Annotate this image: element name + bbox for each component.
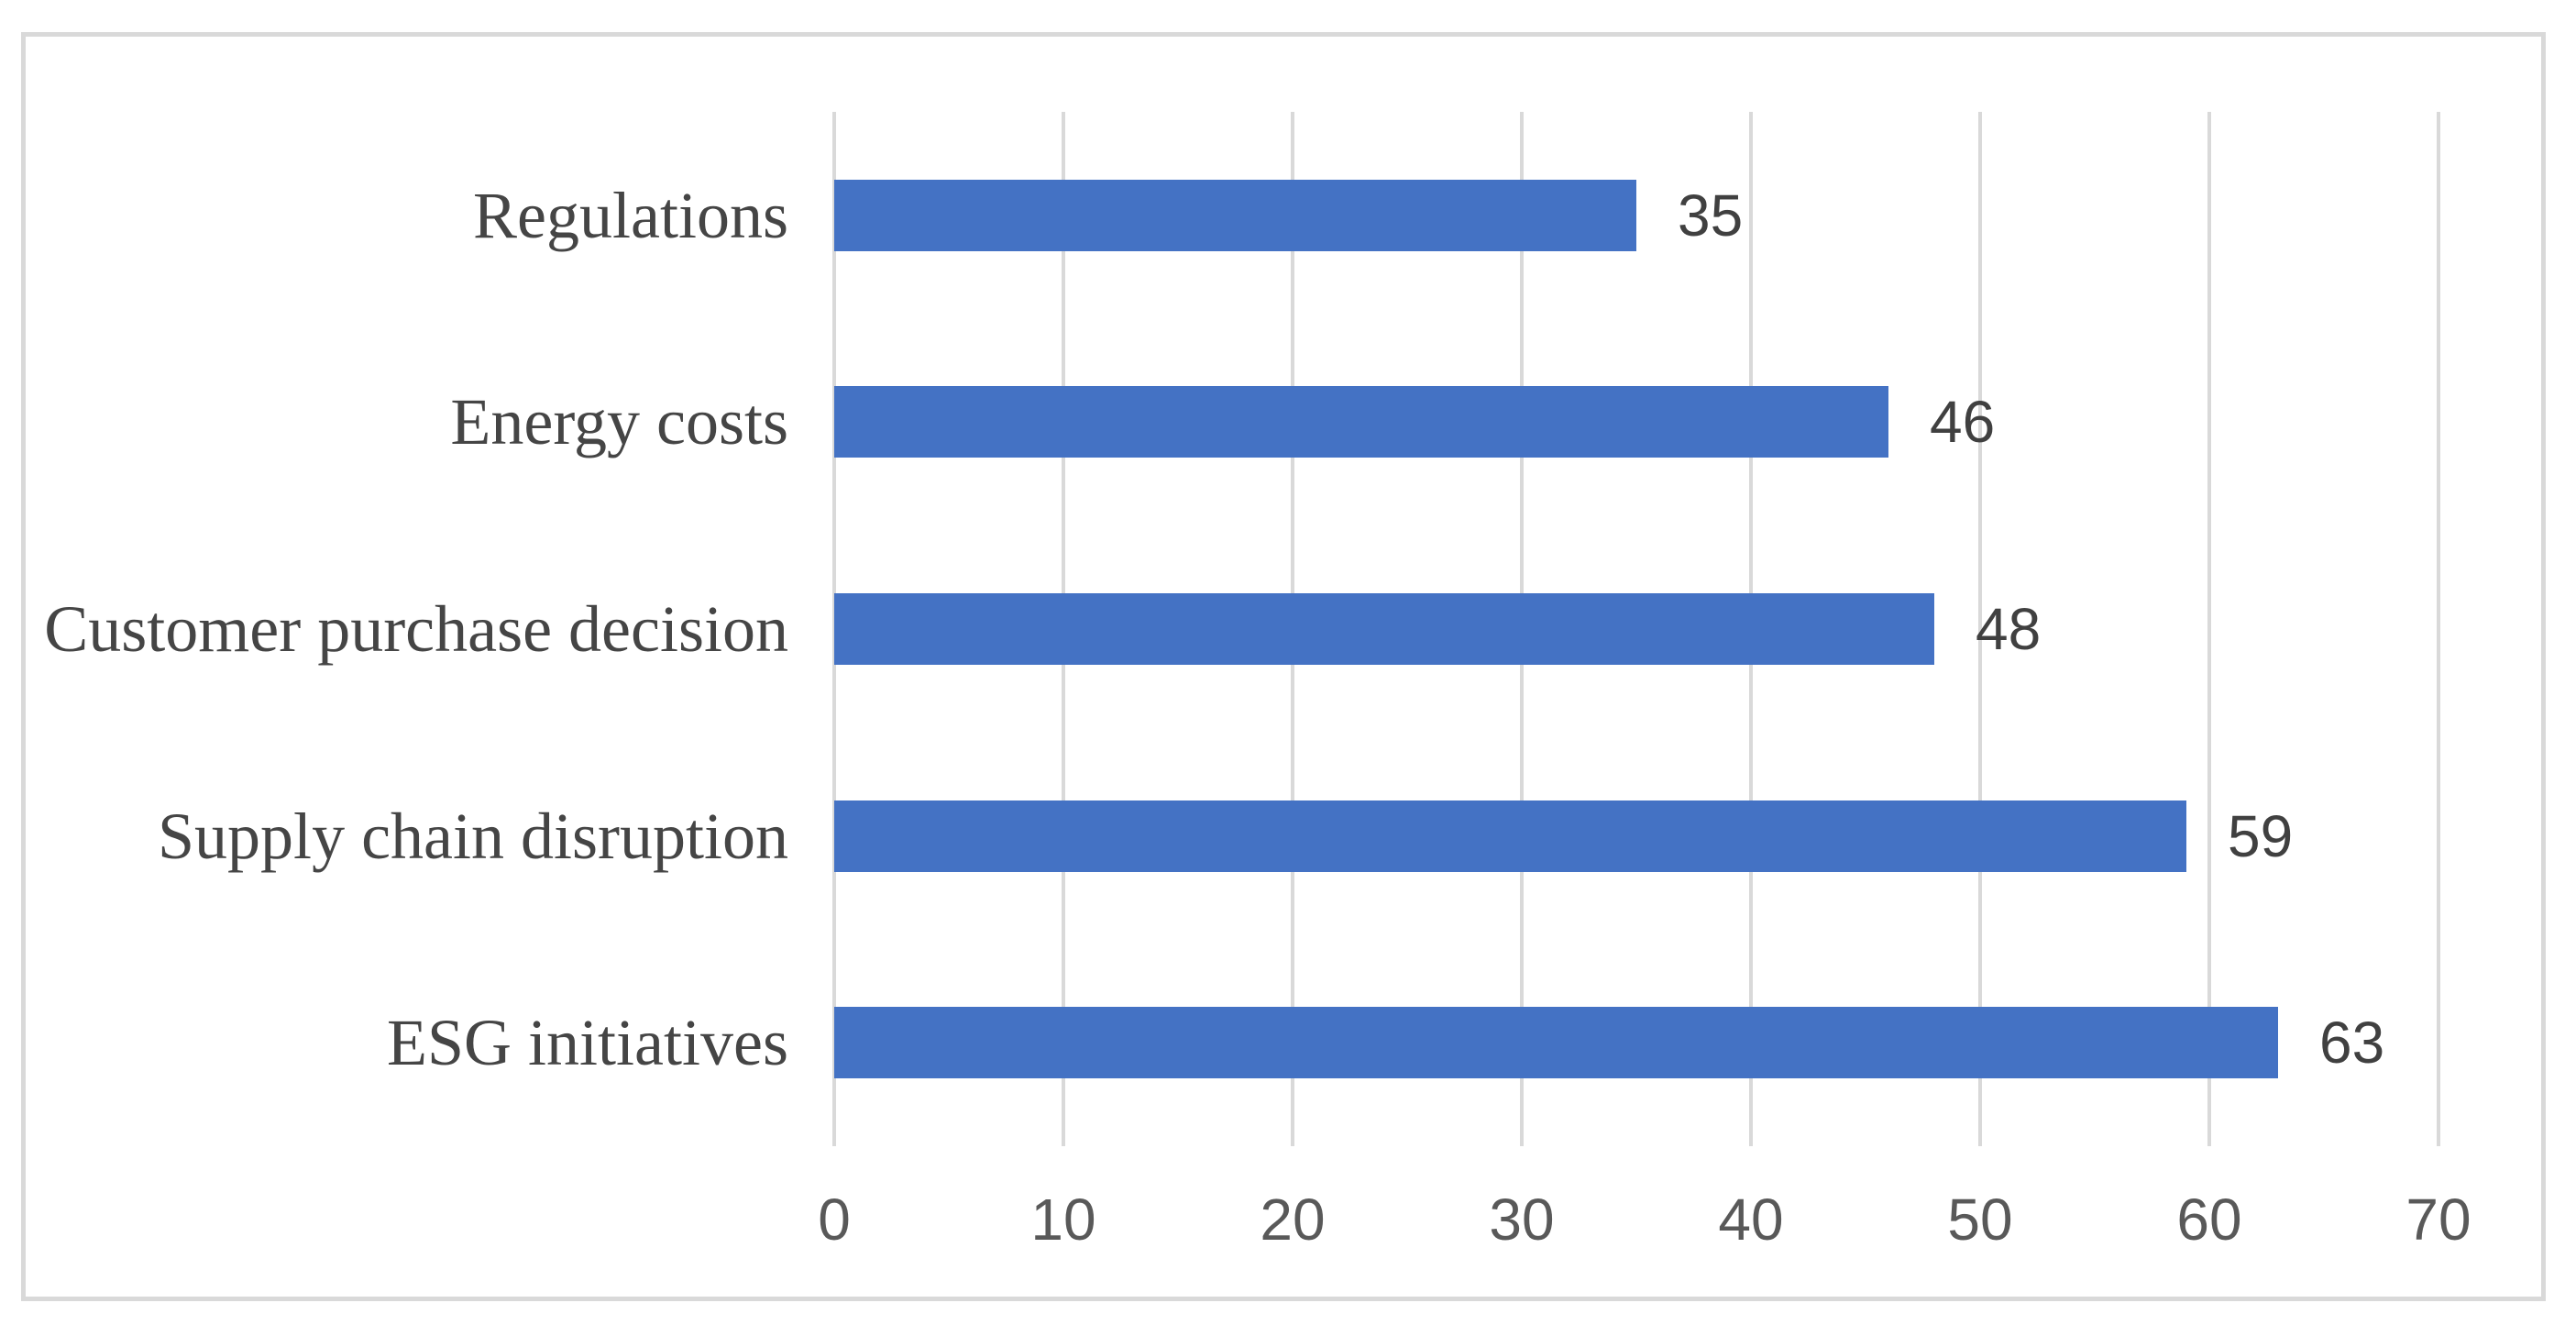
value-axis: 0 10 20 30 40 50 60 70 — [818, 1146, 2471, 1265]
gridline-50 — [1978, 112, 1982, 1146]
bar-regulations — [834, 179, 1636, 251]
bar-customer-purchase-decision — [834, 593, 1934, 665]
gridline-60 — [2207, 112, 2211, 1146]
tick-label-0: 0 — [818, 1187, 851, 1253]
tick-label-40: 40 — [1718, 1187, 1784, 1253]
data-label: 48 — [1976, 596, 2042, 662]
category-axis: Regulations Energy costs Customer purchase… — [28, 112, 788, 1146]
data-label: 35 — [1678, 182, 1744, 248]
tick-label-20: 20 — [1260, 1187, 1326, 1253]
category-label: Regulations — [473, 178, 788, 252]
category-label: Supply chain disruption — [158, 799, 788, 873]
tick-label-70: 70 — [2405, 1187, 2471, 1253]
tick-label-60: 60 — [2176, 1187, 2242, 1253]
data-label: 59 — [2228, 802, 2294, 869]
tick-label-10: 10 — [1030, 1187, 1096, 1253]
data-label: 46 — [1930, 389, 1996, 456]
category-label: Energy costs — [450, 385, 788, 459]
data-label: 63 — [2319, 1010, 2385, 1077]
bar-energy-costs — [834, 386, 1888, 458]
tick-label-50: 50 — [1947, 1187, 2013, 1253]
category-label: ESG initiatives — [387, 1006, 788, 1080]
tick-label-30: 30 — [1489, 1187, 1555, 1253]
gridline-70 — [2437, 112, 2440, 1146]
bar-supply-chain-disruption — [834, 800, 2186, 872]
category-label: Customer purchase decision — [44, 592, 788, 666]
plot-area: 35 46 48 59 63 — [832, 112, 2440, 1146]
bar-esg-initiatives — [834, 1007, 2278, 1079]
